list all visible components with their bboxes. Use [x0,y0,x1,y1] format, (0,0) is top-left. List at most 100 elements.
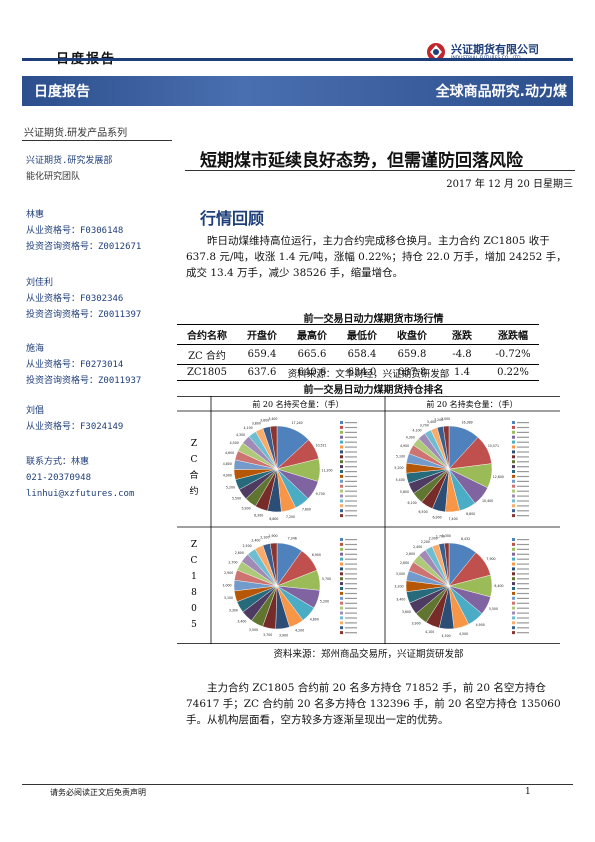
legend-entry [517,578,529,580]
legend-swatch [512,616,515,620]
position-analysis-paragraph: 主力合约 ZC1805 合约前 20 名多方持仓 71852 手，前 20 名空… [186,682,561,726]
logo-mark-icon [427,43,445,61]
slice-value-label: 4,900 [400,444,409,448]
legend-entry [517,553,529,555]
legend-swatch [340,504,343,508]
pie-chart: 7,346 6,900 5,700 5,200 4,600 4,200 3,900 3,700… [222,534,357,638]
legend-entry [517,558,529,560]
legend-swatch [512,445,515,449]
legend-entry [345,471,357,473]
legend-entry [517,539,529,541]
legend-swatch [340,587,343,590]
header-rule [22,58,573,61]
legend-entry [517,583,529,585]
slice-value-label: 3,900 [279,634,288,638]
legend-entry [345,446,357,448]
contact-label: 联系方式：林惠 [26,457,90,467]
legend-entry [345,490,357,492]
report-title: 短期煤市延续良好态势，但需谨防回落风险 [200,151,523,171]
table-cell: -4.8 [437,344,487,365]
legend-swatch [512,567,515,571]
legend-entry [345,495,357,497]
slice-value-label: 2,600 [406,552,415,556]
slice-value-label: 6,300 [254,514,263,518]
legend-entry [517,568,529,570]
row-label-char: C [191,556,198,566]
legend-entry [345,515,357,517]
slice-value-label: 4,100 [412,429,421,433]
legend-entry [517,573,529,575]
section-heading: 行情回顾 [200,209,265,228]
table-row: ZC 合约 659.4 665.6 658.4 659.8 -4.8 -0.72… [177,344,539,365]
legend-entry [517,588,529,590]
slice-value-label: 7,346 [288,536,297,540]
legend-swatch [512,611,515,615]
legend-swatch [340,538,343,541]
analyst-license: 投资咨询资格号：Z0011397 [26,310,142,320]
legend-swatch [512,479,515,483]
contact-email[interactable]: linhui@xzfutures.com [26,489,135,499]
slice-value-label: 2,600 [235,551,244,555]
legend-entry [345,583,357,585]
legend-swatch [512,572,515,576]
legend-swatch [340,499,343,503]
col-header-sell: 前 20 名持卖仓量：（手） [426,399,517,409]
slice-value-label: 1,900 [268,534,277,538]
sidebar-dept: 兴证期货.研究发展部 [26,156,113,166]
legend-swatch [512,504,515,508]
legend-entry [345,475,357,478]
legend-entry [345,553,357,555]
slice-value-label: 5,800 [400,490,409,494]
slice-value-label: 15,571 [488,444,499,448]
legend-swatch [340,567,343,571]
legend-entry [517,632,529,634]
slice-value-label: 3,900 [412,622,421,626]
slice-value-label: 3,300 [229,609,238,613]
row-label-char: 1 [191,572,197,582]
slice-value-label: 3,800 [252,422,261,426]
analyst-license: 投资咨询资格号：Z0012671 [26,242,142,252]
legend-entry [345,563,357,565]
slice-value-label: 3,500 [249,628,258,632]
slice-value-label: 5,700 [322,577,331,581]
legend-entry [345,431,357,433]
legend-entry [517,471,529,473]
page-number: 1 [525,787,531,797]
legend-swatch [340,621,343,625]
chart-source: 资料来源：郑州商品交易所，兴证期货研发部 [273,649,464,660]
legend-swatch [340,445,343,449]
slice-value-label: 4,200 [295,629,304,633]
pie-slice [269,425,278,470]
slice-value-label: 9,700 [316,492,325,496]
legend-swatch [512,591,515,595]
table-header-cell: 最低价 [337,324,387,345]
analyst-name: 施海 [26,344,45,354]
legend-entry [517,446,529,448]
row-label-char: 8 [191,588,197,598]
slice-value-label: 3,200 [434,418,443,422]
slice-value-label: 4,300 [442,634,451,638]
slice-value-label: 16,389 [462,420,473,424]
legend-entry [345,632,357,634]
legend-swatch [340,557,343,561]
slice-value-label: 2,100 [260,536,269,540]
legend-entry [517,441,529,443]
table-header-cell: 涨跌幅 [487,324,539,345]
legend-swatch [512,542,515,546]
legend-entry [517,466,529,468]
company-logo: 兴证期货有限公司 INDUSTRIAL FUTURES CO., LTD [425,40,575,66]
legend-entry [517,592,529,595]
table-header-cell: 合约名称 [177,324,237,345]
legend-entry [345,539,357,541]
legend-swatch [340,465,343,469]
legend-entry [345,558,357,560]
row-label-char: 合 [189,469,198,481]
legend-swatch [512,440,515,444]
legend-entry [517,505,529,507]
table-cell: 640.6 [287,364,337,381]
slice-value-label: 4,300 [236,433,245,437]
market-table: 合约名称 开盘价 最高价 最低价 收盘价 涨跌 涨跌幅 ZC 合约 659.4 … [177,324,539,381]
slice-value-label: 6,900 [312,553,321,557]
legend-entry [517,490,529,492]
legend-entry [345,568,357,570]
